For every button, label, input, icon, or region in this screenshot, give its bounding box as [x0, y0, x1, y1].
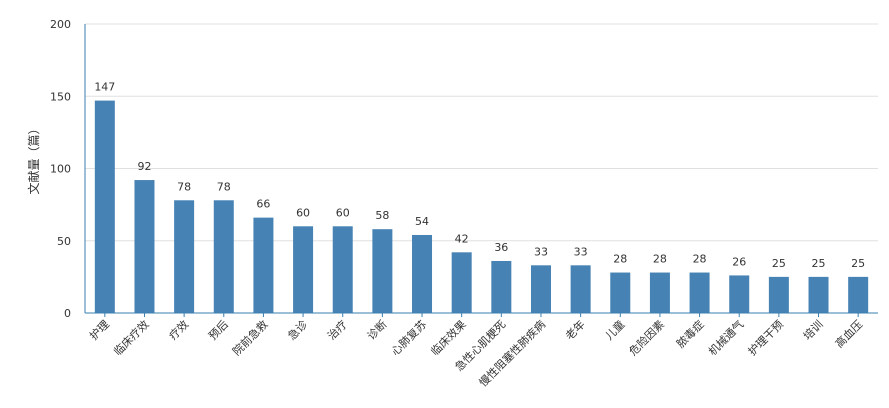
bar — [134, 180, 155, 313]
y-tick-label: 50 — [57, 235, 71, 248]
bar — [412, 234, 433, 313]
data-label: 28 — [653, 253, 667, 266]
bar — [451, 252, 472, 313]
x-category-label: 急诊 — [285, 317, 310, 342]
y-tick-label: 150 — [50, 90, 71, 103]
x-category-label: 培训 — [800, 317, 825, 342]
data-label: 33 — [534, 245, 548, 258]
bar — [729, 275, 750, 313]
x-category-label: 疗效 — [166, 317, 191, 342]
data-label: 60 — [296, 206, 310, 219]
data-label: 58 — [375, 209, 389, 222]
bar — [491, 260, 512, 313]
x-category-label: 高血压 — [832, 317, 865, 350]
y-tick-label: 200 — [50, 18, 71, 31]
data-label: 25 — [772, 257, 786, 270]
x-category-label: 慢性阻塞性肺疾病 — [476, 317, 548, 389]
data-labels: 147 92 78 78 66 60 60 58 54 42 36 33 33 28 28 28 26 25 25 2… — [94, 81, 865, 270]
x-axis-categories: 护理 临床疗效 疗效 预后 院前急救 急诊 治疗 诊断 心肺复苏 临床效果急性心肌梗死慢性阻塞性肺… — [86, 313, 865, 389]
bar — [213, 200, 234, 313]
bar — [768, 276, 789, 313]
bar — [530, 265, 551, 313]
data-label: 92 — [137, 160, 151, 173]
x-category-label: 临床效果 — [428, 317, 469, 358]
data-label: 78 — [177, 180, 191, 193]
data-label: 33 — [574, 245, 588, 258]
data-label: 78 — [217, 180, 231, 193]
data-label: 54 — [415, 215, 429, 228]
y-axis-ticks: 0 50 100 150 200 — [50, 18, 71, 320]
bar — [610, 272, 631, 313]
bar — [689, 272, 710, 313]
x-category-label: 危险因素 — [626, 317, 667, 358]
y-tick-label: 100 — [50, 163, 71, 176]
x-category-label: 护理干预 — [745, 317, 786, 358]
bar — [649, 272, 670, 313]
x-category-label: 治疗 — [324, 317, 349, 342]
data-label: 28 — [613, 253, 627, 266]
x-category-label: 老年 — [562, 317, 587, 342]
data-label: 147 — [94, 81, 115, 94]
bar — [372, 229, 393, 313]
x-category-label: 护理 — [86, 317, 111, 342]
bar — [293, 226, 314, 313]
bar — [174, 200, 195, 313]
data-label: 42 — [455, 232, 469, 245]
x-category-label: 儿童 — [602, 317, 627, 342]
data-label: 36 — [494, 241, 508, 254]
data-label: 26 — [732, 255, 746, 268]
x-category-label: 诊断 — [364, 317, 389, 342]
data-label: 66 — [256, 198, 270, 211]
bars — [94, 100, 869, 314]
x-category-label: 临床疗效 — [111, 317, 152, 358]
bar — [848, 276, 869, 313]
x-category-label: 心肺复苏 — [388, 317, 429, 358]
y-axis-title: 文献量（篇） — [26, 122, 41, 194]
data-label: 28 — [693, 253, 707, 266]
bar — [332, 226, 353, 313]
bar — [253, 217, 274, 313]
x-category-label: 院前急救 — [230, 317, 271, 358]
bar — [808, 276, 829, 313]
x-category-label: 脓毒症 — [673, 317, 706, 350]
x-category-label: 预后 — [206, 318, 231, 343]
data-label: 25 — [812, 257, 826, 270]
y-tick-label: 0 — [64, 307, 71, 320]
bar — [570, 265, 591, 313]
x-category-label: 机械通气 — [705, 317, 746, 358]
data-label: 25 — [851, 257, 865, 270]
data-label: 60 — [336, 206, 350, 219]
bar — [94, 100, 115, 314]
grid-lines — [85, 23, 878, 242]
